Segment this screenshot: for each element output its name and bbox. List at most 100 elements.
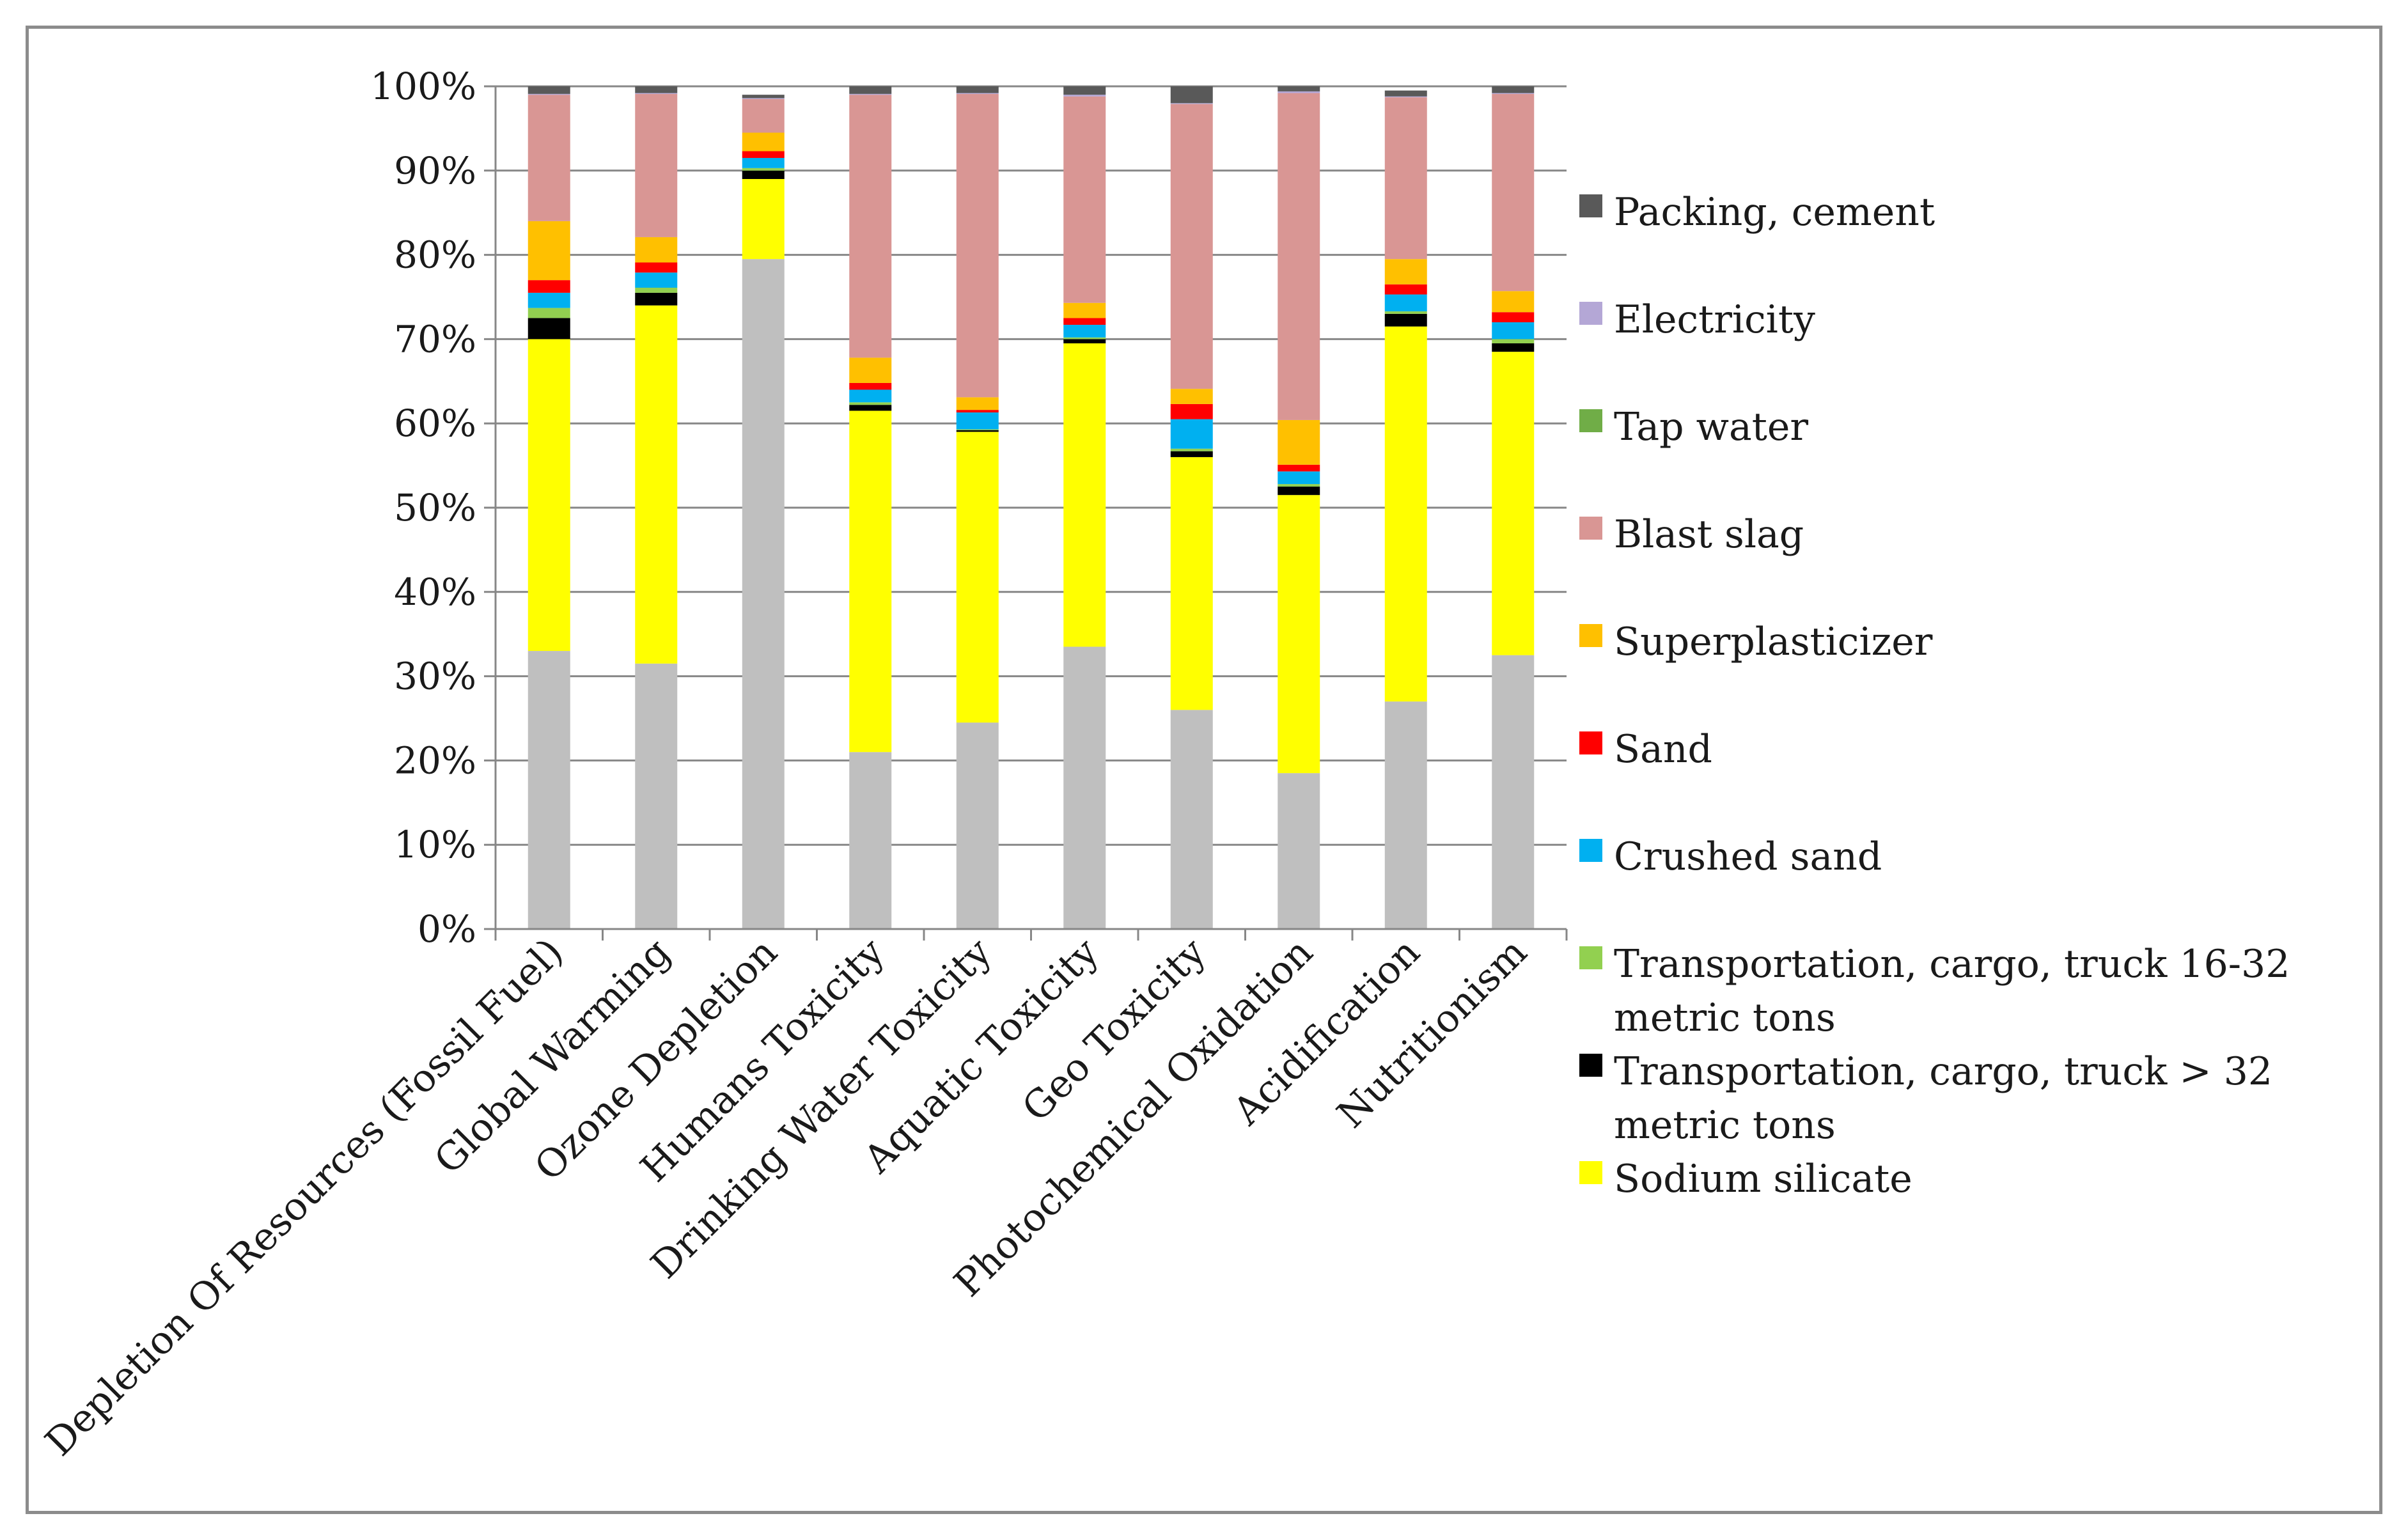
bar-segment — [528, 221, 570, 281]
legend-label: Transportation, cargo, truck 16-32 metri… — [1614, 942, 2290, 1040]
bar-segment — [849, 402, 892, 405]
bar-segment — [635, 288, 678, 293]
bar-segment — [635, 305, 678, 664]
legend-label: Crushed sand — [1614, 834, 1882, 879]
bar-segment — [1170, 457, 1213, 710]
bar-segment — [742, 151, 785, 159]
bar-segment — [1384, 313, 1427, 327]
y-tick-label: 60% — [394, 402, 476, 445]
bar-segment — [956, 93, 999, 398]
bar-segment — [635, 292, 678, 306]
bar-segment — [528, 86, 570, 94]
chart-frame — [26, 26, 2382, 1514]
bar-segment — [1492, 86, 1535, 93]
bar-segment — [1063, 95, 1106, 97]
bar-segment — [742, 178, 785, 260]
legend-label: Blast slag — [1614, 512, 1804, 557]
legend-item: Crushed sand — [1579, 830, 1882, 884]
bar-segment — [1492, 343, 1535, 352]
bar-segment — [528, 339, 570, 652]
legend-swatch — [1579, 409, 1602, 432]
bar-segment — [1063, 96, 1106, 303]
bar-segment — [528, 292, 570, 308]
bar-segment — [742, 168, 785, 171]
bar-segment — [956, 410, 999, 413]
bar-segment — [1278, 487, 1320, 496]
bar-segment — [1063, 324, 1106, 338]
legend-label: Electricity — [1614, 297, 1815, 342]
bar-segment — [528, 308, 570, 318]
bar-segment — [1063, 302, 1106, 318]
legend-label: Sodium silicate — [1614, 1157, 1912, 1201]
bar-segment — [1278, 86, 1320, 91]
bar-segment — [1170, 86, 1213, 104]
legend-label: Packing, cement — [1614, 190, 1935, 235]
bar-segment — [1063, 318, 1106, 325]
bar-segment — [1170, 389, 1213, 404]
bar-segment — [528, 651, 570, 929]
bar-segment — [1492, 291, 1535, 313]
legend-item: Blast slag — [1579, 508, 1804, 561]
bar-segment — [528, 95, 570, 221]
legend-label: Tap water — [1614, 405, 1809, 449]
x-category-labels: Depletion Of Resources (Fossil Fuel)Glob… — [36, 930, 1535, 1465]
legend-swatch — [1579, 194, 1602, 217]
bar-segment — [635, 237, 678, 263]
bar-segment — [849, 752, 892, 929]
y-tick-label: 0% — [418, 907, 476, 951]
bar-segment — [635, 93, 678, 94]
y-tick-label: 10% — [394, 823, 476, 866]
bar-segment — [956, 432, 999, 723]
bar-segment — [1278, 495, 1320, 774]
bar-segment — [849, 405, 892, 411]
bar-segment — [1170, 451, 1213, 457]
x-category-label: Depletion Of Resources (Fossil Fuel) — [36, 930, 572, 1465]
bar-stacks — [528, 86, 1535, 930]
legend-swatch — [1579, 1054, 1602, 1077]
legend-swatch — [1579, 839, 1602, 862]
bar-segment — [528, 280, 570, 293]
legend-swatch — [1579, 1161, 1602, 1184]
legend-label: Sand — [1614, 727, 1712, 772]
legend-swatch — [1579, 946, 1602, 969]
bar-segment — [1170, 403, 1213, 419]
x-category-label: Acidification — [1224, 930, 1429, 1134]
bar-segment — [1384, 294, 1427, 311]
bar-segment — [1170, 419, 1213, 449]
bar-segment — [1492, 312, 1535, 323]
bar-segment — [1063, 337, 1106, 340]
bar-segment — [956, 412, 999, 430]
legend-item: Electricity — [1579, 293, 1815, 347]
bar-segment — [1384, 97, 1427, 260]
bar-segment — [528, 318, 570, 340]
bar-segment — [1063, 339, 1106, 343]
legend-swatch — [1579, 731, 1602, 754]
bar-segment — [956, 429, 999, 430]
y-tick-label: 50% — [394, 486, 476, 529]
legend-item: Packing, cement — [1579, 185, 1935, 239]
bar-segment — [1384, 326, 1427, 702]
bar-segment — [1278, 464, 1320, 472]
bar-segment — [1384, 311, 1427, 314]
bar-segment — [956, 430, 999, 432]
y-tick-label: 20% — [394, 738, 476, 782]
bar-segment — [1278, 93, 1320, 420]
bar-segment — [1492, 655, 1535, 929]
legend-item: Tap water — [1579, 400, 1808, 454]
bar-segment — [1492, 93, 1535, 292]
legend-item: Sand — [1579, 723, 1712, 776]
bar-segment — [1170, 103, 1213, 104]
legend-item: Sodium silicate — [1579, 1152, 1912, 1206]
bar-segment — [849, 389, 892, 403]
bar-segment — [849, 93, 892, 95]
bar-segment — [1170, 710, 1213, 929]
bar-segment — [956, 397, 999, 410]
bar-segment — [635, 262, 678, 273]
bar-segment — [635, 663, 678, 929]
legend-label: Transportation, cargo, truck > 32 metric… — [1614, 1049, 2273, 1148]
bar-segment — [635, 86, 678, 93]
bar-segment — [1278, 419, 1320, 465]
y-tick-label: 40% — [394, 570, 476, 614]
bar-segment — [1278, 484, 1320, 487]
